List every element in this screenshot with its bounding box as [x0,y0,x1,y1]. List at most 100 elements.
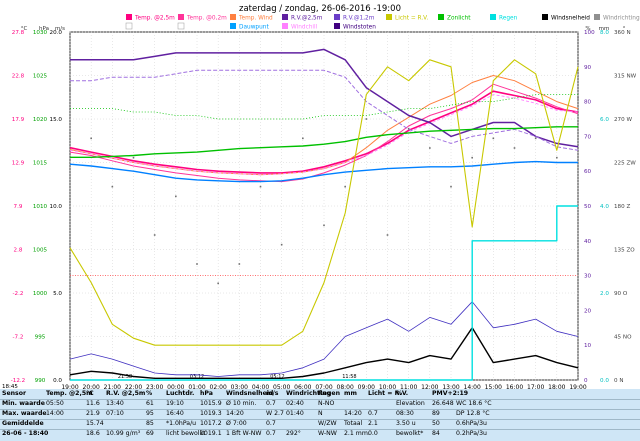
data-point-windrichting [69,89,71,91]
x-tick-label: 12:00 [421,384,438,391]
table-cell: 1015.9 [200,400,222,407]
marker-label: 11:58 [342,374,356,380]
table-cell: *1.0hPa/u [166,420,197,427]
marker-label: 03:12 [190,374,204,380]
legend-swatch [126,14,132,20]
unit-label: °C [21,26,28,32]
series-line-zonlicht [70,94,578,120]
y-tick-label-direction: 360 N [614,30,631,36]
table-cell: 2.1 mm. [344,430,370,437]
x-tick-label: 21:00 [104,384,121,391]
table-cell: 1019.1 [200,430,222,437]
x-tick-label: 08:00 [337,384,354,391]
axes: 19:00 20:00 21:00 22:00 23:00 00:00 01:00 02:00… [2,30,637,391]
y-tick-label-direction: 45 NO [614,335,632,341]
y-tick-label-percent: 100 [584,30,595,36]
data-point-windrichting [513,147,516,149]
chart-title: zaterdag / zondag, 26-06-2016 -19:00 [239,4,401,14]
data-point-windrichting [429,147,431,149]
legend-swatch [334,23,340,29]
y-tick-label-direction: 225 ZW [614,161,636,167]
table-cell: 14:20 [344,410,362,417]
y-tick-label-percent: 80 [584,100,592,106]
table-cell: 85 [146,420,154,427]
legend-label: Windsnelheid [551,16,590,22]
x-tick-label: 23:00 [146,384,163,391]
table-cell: 10.99 g/m³ [106,430,141,437]
table-cell: Min. waarde [2,400,45,407]
y-tick-label-hpa: 1000 [33,291,48,297]
table-row-divider [0,409,640,410]
y-tick-label-celsius: 7.9 [14,204,23,210]
table-cell: Temp. @2,5m [46,390,93,397]
legend-label: Dauwpunt [239,25,269,31]
series-line-windsnelheid [69,327,579,379]
data-point-windrichting [492,137,495,140]
table-cell: 0.7 [266,420,276,427]
x-tick-label: 03:00 [231,384,248,391]
table-cell: 84 [432,430,440,437]
y-tick-label-hpa: 990 [35,378,46,384]
plot-area [69,48,579,381]
series-line-luchtdruk [70,126,578,158]
table-cell: N [318,410,323,417]
data-point-windrichting [238,263,241,265]
table-cell: 08:30 [396,410,414,417]
y-tick-label-hpa: 1025 [33,74,48,80]
data-point-windrichting [556,156,558,159]
legend-swatch [594,14,600,20]
table-cell: 50 [432,420,440,427]
table-cell: 1 Bft W-NW [226,430,262,437]
legend-label: Regen [499,16,518,22]
table-cell: 3.50 u [396,420,416,427]
x-tick-label: 10:00 [379,384,396,391]
legend-label: Temp. Wind [238,16,273,22]
data-point-windrichting [386,234,389,236]
series-line-licht-r-v- [69,59,579,346]
table-cell: 26.648 [432,400,454,407]
unit-label: mm [599,26,610,32]
x-tick-label: 17:00 [527,384,544,391]
table-cell: W-NW [318,430,337,437]
table-cell: Totaal [344,420,363,427]
x-tick-label: 02:00 [210,384,227,391]
table-cell: bewolkt* [396,430,424,437]
x-tick-label: 19:00 [569,384,586,391]
table-cell: 01:40 [286,410,304,417]
table-cell: DP 12.8 °C [456,410,490,417]
unit-label: hPa [39,26,49,32]
data-point-windrichting [302,137,304,140]
table-cell: 89 [432,410,440,417]
table-cell: Ø 7:00 [226,420,247,427]
table-cell: 0.7 [266,400,276,407]
table-cell: 18.6 [86,430,100,437]
table-cell: Elevation [396,400,425,407]
summary-table: Sensor Temp. @2,5m °C R.V. @2,5m% Luchtdr. hP… [0,389,640,441]
table-cell: 11.6 [86,400,100,407]
y-tick-label-percent: 0 [584,378,588,384]
table-cell: 19:10 [166,400,184,407]
series-line-temp-2-5m [69,90,579,174]
y-tick-label-percent: 90 [584,65,592,71]
legend: Temp. @2,5m Temp. @0,2m Temp. Wind R.V.@2,5… [125,14,640,31]
data-point-windrichting [534,137,537,140]
x-tick-label: 13:00 [442,384,459,391]
y-tick-label-direction: 270 W [614,117,632,123]
y-tick-label-mm: 6.0 [600,117,609,123]
y-tick-label-ms: 5.0 [53,291,62,297]
table-cell: m/s [266,390,279,397]
table-cell: Gemiddelde [2,420,44,427]
data-point-windrichting [259,185,262,188]
x-tick-label: 05:00 [273,384,290,391]
legend-swatch [178,14,184,20]
y-tick-label-percent: 60 [584,169,592,175]
table-cell: 69 [146,430,154,437]
y-tick-label-percent: 20 [584,308,592,314]
y-tick-label-mm: 8.0 [600,30,609,36]
y-tick-label-mm: 2.0 [600,291,609,297]
x-tick-label: 15:00 [485,384,502,391]
y-tick-label-direction: 180 Z [614,204,630,210]
data-point-windrichting [577,96,579,99]
series-line-r-v-1-2m [70,69,579,151]
